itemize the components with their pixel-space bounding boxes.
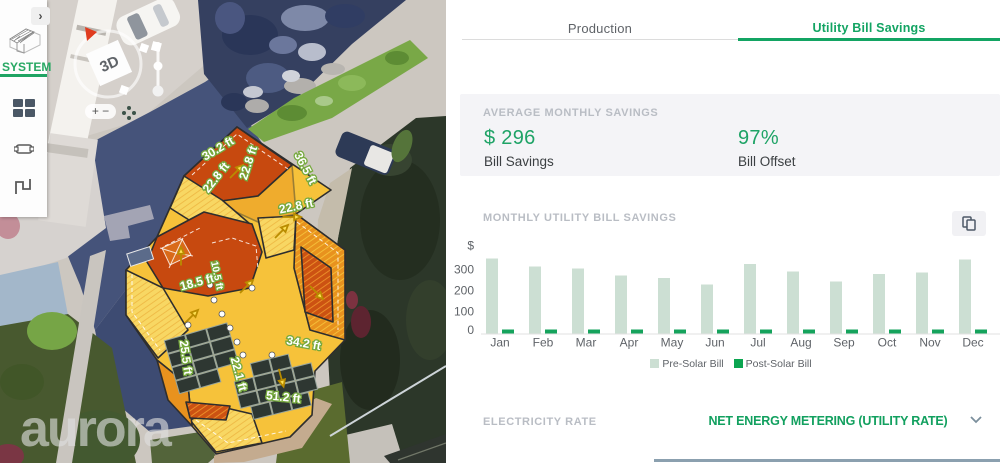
svg-text:Oct: Oct <box>878 336 897 350</box>
svg-text:300: 300 <box>454 263 474 277</box>
svg-text:3D: 3D <box>97 53 122 76</box>
svg-text:200: 200 <box>454 284 474 298</box>
svg-text:Sep: Sep <box>833 336 855 350</box>
svg-text:$: $ <box>467 239 474 253</box>
svg-text:100: 100 <box>454 305 474 319</box>
svg-text:May: May <box>661 336 684 350</box>
svg-text:Feb: Feb <box>533 336 554 350</box>
svg-text:Nov: Nov <box>919 336 940 350</box>
svg-text:Jan: Jan <box>490 336 509 350</box>
svg-text:Apr: Apr <box>620 336 639 350</box>
svg-text:25.5 ft: 25.5 ft <box>177 339 196 375</box>
svg-text:Mar: Mar <box>576 336 597 350</box>
svg-text:51.2 ft: 51.2 ft <box>265 388 301 406</box>
svg-text:Jul: Jul <box>750 336 765 350</box>
svg-text:Jun: Jun <box>705 336 724 350</box>
svg-text:Aug: Aug <box>790 336 811 350</box>
svg-text:Dec: Dec <box>962 336 983 350</box>
svg-text:0: 0 <box>467 323 474 337</box>
